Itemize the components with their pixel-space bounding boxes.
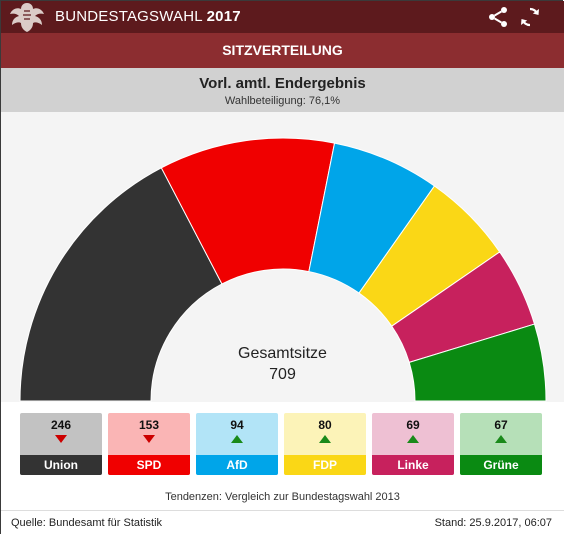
trend-up-icon <box>495 435 507 443</box>
party-name: FDP <box>284 455 366 475</box>
chart-area: Gesamtsitze 709 <box>1 112 564 402</box>
total-seats-value: 709 <box>269 366 296 383</box>
refresh-icon[interactable] <box>518 5 542 29</box>
party-name: Union <box>20 455 102 475</box>
timestamp-label: Stand: 25.9.2017, 06:07 <box>434 517 552 529</box>
app-title: BUNDESTAGSWAHL 2017 <box>55 8 241 25</box>
seat-segment-grne <box>408 323 547 402</box>
result-info: Vorl. amtl. Endergebnis Wahlbeteiligung:… <box>1 68 564 112</box>
party-card-fdp[interactable]: 80 FDP <box>284 413 366 475</box>
party-name: SPD <box>108 455 190 475</box>
trend-up-icon <box>231 435 243 443</box>
section-title: SITZVERTEILUNG <box>1 33 564 68</box>
party-seats: 69 <box>406 418 420 432</box>
header-bar: BUNDESTAGSWAHL 2017 <box>1 1 564 33</box>
trend-up-icon <box>319 435 331 443</box>
party-card-linke[interactable]: 69 Linke <box>372 413 454 475</box>
footer-divider <box>1 510 564 511</box>
seat-distribution-chart <box>19 137 547 402</box>
trend-down-icon <box>143 435 155 443</box>
trend-footnote: Tendenzen: Vergleich zur Bundestagswahl … <box>165 491 400 503</box>
share-icon[interactable] <box>486 5 510 29</box>
party-seats: 153 <box>138 418 160 432</box>
source-label: Quelle: Bundesamt für Statistik <box>11 517 163 529</box>
seat-segment-union <box>19 167 223 402</box>
party-seats: 246 <box>50 418 72 432</box>
party-card-grne[interactable]: 67 Grüne <box>460 413 542 475</box>
eagle-logo-icon <box>10 3 44 32</box>
trend-up-icon <box>407 435 419 443</box>
app-title-prefix: BUNDESTAGSWAHL <box>55 8 203 25</box>
party-seats: 80 <box>318 418 332 432</box>
party-name: Linke <box>372 455 454 475</box>
trend-down-icon <box>55 435 67 443</box>
total-seats-label: Gesamtsitze <box>238 345 327 362</box>
party-card-spd[interactable]: 153 SPD <box>108 413 190 475</box>
party-name: AfD <box>196 455 278 475</box>
result-title: Vorl. amtl. Endergebnis <box>199 75 366 92</box>
party-card-union[interactable]: 246 Union <box>20 413 102 475</box>
party-seats: 67 <box>494 418 508 432</box>
party-card-afd[interactable]: 94 AfD <box>196 413 278 475</box>
app-title-year: 2017 <box>206 8 241 25</box>
party-seats: 94 <box>230 418 244 432</box>
turnout-label: Wahlbeteiligung: 76,1% <box>224 95 341 107</box>
party-name: Grüne <box>460 455 542 475</box>
